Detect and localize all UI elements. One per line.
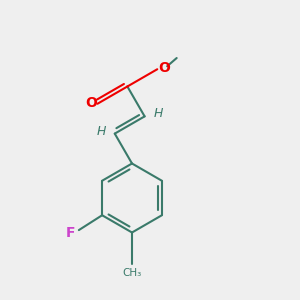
Text: H: H bbox=[153, 107, 163, 121]
Text: O: O bbox=[85, 96, 97, 110]
Text: O: O bbox=[158, 61, 170, 75]
Text: CH₃: CH₃ bbox=[122, 268, 142, 278]
Text: F: F bbox=[66, 226, 76, 240]
Text: H: H bbox=[97, 125, 106, 138]
